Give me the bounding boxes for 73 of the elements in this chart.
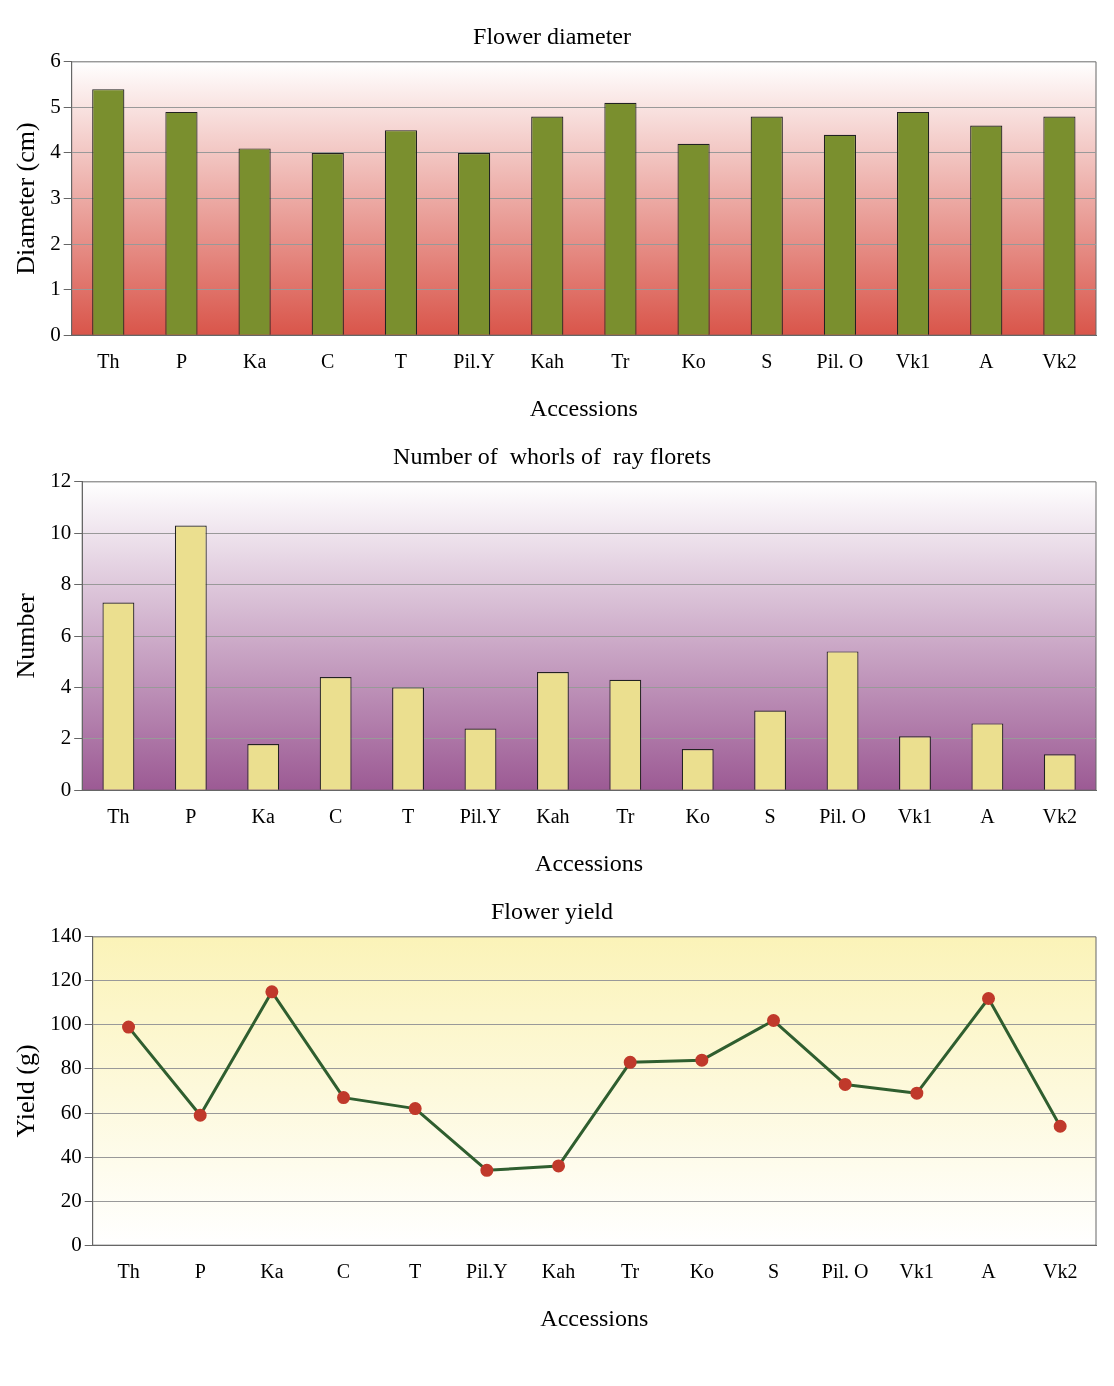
x-tick-label: Pil.Y bbox=[466, 1260, 508, 1283]
y-tick-label: 12 bbox=[50, 468, 72, 493]
x-tick-label: Ko bbox=[685, 805, 710, 828]
y-tick-label: 100 bbox=[50, 1011, 82, 1036]
x-tick-label: T bbox=[394, 350, 408, 373]
chart-title: Number of whorls of ray florets bbox=[393, 442, 711, 469]
chart-title: Flower yield bbox=[491, 897, 613, 924]
y-tick-label: 120 bbox=[50, 967, 82, 992]
x-tick-label: Vk1 bbox=[897, 805, 933, 828]
y-tick-label: 4 bbox=[60, 673, 72, 698]
x-tick-label: Ko bbox=[689, 1260, 715, 1283]
x-tick-label: C bbox=[336, 1260, 351, 1283]
x-tick-label: S bbox=[761, 350, 773, 373]
x-tick-label: Th bbox=[107, 805, 130, 828]
x-tick-label: Pil. O bbox=[819, 805, 866, 828]
x-tick-label: Th bbox=[117, 1260, 140, 1283]
x-tick-label: P bbox=[194, 1260, 206, 1283]
x-tick-label: Tr bbox=[611, 350, 630, 373]
x-tick-label: Vk2 bbox=[1042, 350, 1077, 373]
y-tick-label: 60 bbox=[60, 1099, 82, 1124]
y-tick-label: 8 bbox=[60, 571, 72, 596]
x-tick-label: Tr bbox=[621, 1260, 640, 1283]
y-tick-label: 2 bbox=[50, 230, 61, 255]
x-tick-label: S bbox=[764, 805, 776, 828]
x-tick-label: Kah bbox=[536, 805, 570, 828]
y-axis-title: Diameter (cm) bbox=[11, 122, 41, 275]
y-tick-label: 5 bbox=[50, 93, 61, 118]
x-tick-label: A bbox=[979, 350, 995, 373]
x-tick-label: Kah bbox=[541, 1260, 576, 1283]
x-tick-label: Vk1 bbox=[899, 1260, 935, 1283]
x-tick-label: Pil. O bbox=[816, 350, 864, 373]
y-tick-label: 140 bbox=[50, 923, 82, 948]
y-tick-label: 40 bbox=[60, 1143, 82, 1168]
x-axis-title: Accessions bbox=[529, 394, 638, 421]
x-tick-label: C bbox=[321, 350, 335, 373]
x-tick-label: C bbox=[328, 805, 343, 828]
y-tick-label: 80 bbox=[60, 1055, 82, 1080]
x-tick-label: Pil. O bbox=[821, 1260, 869, 1283]
x-tick-label: A bbox=[981, 1260, 997, 1283]
x-tick-label: Pil.Y bbox=[453, 350, 495, 373]
y-tick-label: 6 bbox=[50, 48, 61, 73]
y-tick-label: 1 bbox=[50, 276, 61, 301]
x-tick-label: Th bbox=[97, 350, 120, 373]
x-tick-label: Kah bbox=[530, 350, 564, 373]
y-tick-label: 6 bbox=[60, 622, 72, 647]
x-axis-title: Accessions bbox=[540, 1304, 649, 1331]
y-tick-label: 0 bbox=[60, 776, 72, 801]
x-tick-label: Ko bbox=[681, 350, 706, 373]
x-tick-label: Ka bbox=[242, 350, 267, 373]
y-tick-label: 0 bbox=[71, 1231, 82, 1256]
x-tick-label: A bbox=[980, 805, 996, 828]
x-axis-title: Accessions bbox=[535, 849, 644, 876]
y-tick-label: 20 bbox=[60, 1187, 82, 1212]
x-tick-label: T bbox=[401, 805, 415, 828]
x-tick-label: Ka bbox=[260, 1260, 284, 1283]
x-tick-label: P bbox=[175, 350, 188, 373]
x-tick-label: Ka bbox=[251, 805, 276, 828]
x-tick-label: T bbox=[409, 1260, 422, 1283]
y-tick-label: 0 bbox=[50, 321, 61, 346]
x-tick-label: Vk2 bbox=[1042, 1260, 1078, 1283]
y-axis-title: Yield (g) bbox=[11, 1044, 41, 1138]
x-tick-label: P bbox=[185, 805, 197, 828]
x-tick-label: S bbox=[767, 1260, 780, 1283]
x-tick-label: Pil.Y bbox=[459, 805, 502, 828]
x-tick-label: Tr bbox=[616, 805, 635, 828]
y-axis-title: Number bbox=[11, 593, 41, 679]
y-tick-label: 3 bbox=[50, 185, 61, 210]
x-tick-label: Vk2 bbox=[1042, 805, 1078, 828]
chart-title: Flower diameter bbox=[473, 22, 631, 49]
y-tick-label: 2 bbox=[60, 725, 72, 750]
x-tick-label: Vk1 bbox=[895, 350, 931, 373]
y-tick-label: 4 bbox=[50, 139, 62, 164]
y-tick-label: 10 bbox=[50, 519, 72, 544]
